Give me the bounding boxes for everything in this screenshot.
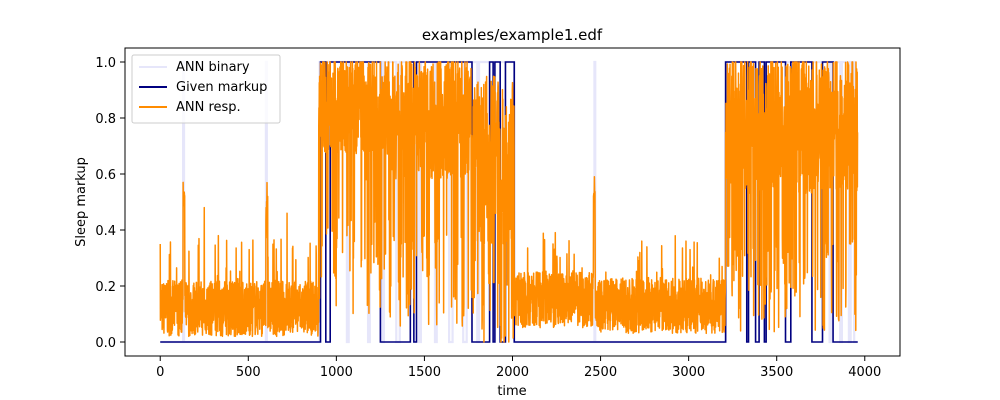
y-axis-label: Sleep markup — [74, 157, 89, 247]
x-tick-label: 0 — [156, 365, 164, 380]
y-axis: 0.0 0.2 0.4 0.6 0.8 1.0 — [95, 56, 125, 351]
x-tick-label: 500 — [236, 365, 261, 380]
y-tick-label: 1.0 — [95, 56, 116, 71]
x-tick-label: 1500 — [408, 365, 441, 380]
legend-label-given-markup: Given markup — [176, 80, 267, 95]
legend-label-ann-resp: ANN resp. — [176, 100, 241, 115]
legend: ANN binary Given markup ANN resp. — [131, 54, 281, 124]
series-ann-resp — [159, 61, 859, 343]
x-axis-label: time — [497, 384, 526, 399]
x-tick-label: 4000 — [848, 365, 881, 380]
y-tick-label: 0.2 — [95, 280, 116, 295]
x-axis: 0 500 1000 1500 2000 2500 3000 3500 4000 — [156, 356, 881, 380]
legend-box — [131, 54, 281, 124]
x-tick-label: 2000 — [496, 365, 529, 380]
y-tick-label: 0.0 — [95, 336, 116, 351]
series-given-markup — [160, 61, 858, 343]
x-tick-label: 1000 — [320, 365, 353, 380]
y-tick-label: 0.8 — [95, 112, 116, 127]
series-layer — [159, 60, 859, 344]
y-tick-label: 0.6 — [95, 168, 116, 183]
y-tick-label: 0.4 — [95, 224, 116, 239]
x-tick-label: 3500 — [760, 365, 793, 380]
legend-label-ann-binary: ANN binary — [176, 60, 250, 75]
chart-title: examples/example1.edf — [422, 26, 603, 44]
x-tick-label: 2500 — [584, 365, 617, 380]
x-tick-label: 3000 — [672, 365, 705, 380]
